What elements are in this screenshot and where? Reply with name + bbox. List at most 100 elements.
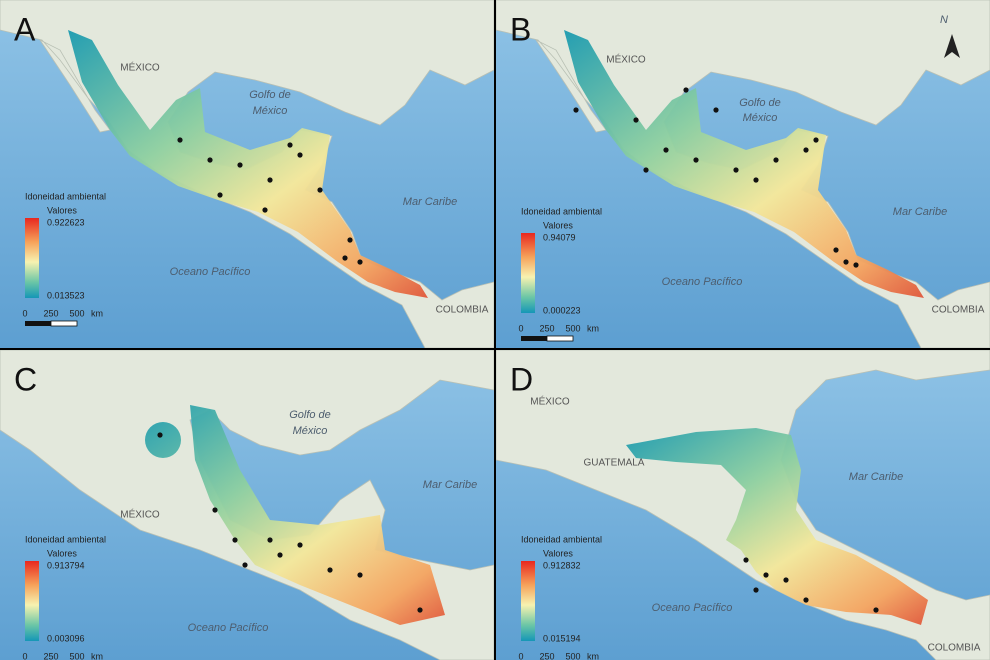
occurrence-point	[357, 572, 363, 578]
occurrence-point	[783, 577, 789, 583]
legend-subtitle: Valores	[47, 548, 77, 558]
legend-min: 0.013523	[47, 290, 85, 300]
occurrence-point	[713, 107, 719, 113]
occurrence-point	[177, 137, 183, 143]
scale-label: 0	[22, 651, 27, 660]
place-label: COLOMBIA	[436, 305, 489, 316]
occurrence-point	[262, 207, 268, 213]
panel-label: B	[510, 11, 531, 47]
occurrence-point	[217, 192, 223, 198]
legend-colorbar	[521, 233, 535, 313]
scale-bar	[521, 336, 547, 341]
scale-label: 250	[43, 651, 58, 660]
place-label: Oceano Pacífico	[652, 602, 733, 614]
occurrence-point	[813, 137, 819, 143]
occurrence-point	[803, 147, 809, 153]
legend-max: 0.912832	[543, 560, 581, 570]
occurrence-point	[833, 247, 839, 253]
occurrence-point	[237, 162, 243, 168]
occurrence-point	[693, 157, 699, 163]
scale-label: 250	[539, 323, 554, 333]
suitability-area	[564, 30, 924, 298]
scale-label: km	[91, 651, 103, 660]
scale-label: 500	[565, 651, 580, 660]
legend-colorbar	[521, 561, 535, 641]
legend-title: Idoneidad ambiental	[25, 534, 106, 544]
scale-label: 500	[565, 323, 580, 333]
map-panel: B N MÉXICO Golfo de México Mar Caribe Oceano P…	[496, 0, 990, 348]
suitability-area	[626, 428, 928, 625]
suitability-area	[68, 30, 428, 298]
place-label: Golfo de	[739, 97, 781, 109]
occurrence-point	[743, 557, 749, 563]
place-label: Golfo de	[249, 89, 291, 101]
legend-subtitle: Valores	[543, 548, 573, 558]
legend-colorbar	[25, 561, 39, 641]
panel-label: D	[510, 361, 533, 397]
place-label: MÉXICO	[606, 53, 646, 66]
occurrence-point	[843, 259, 849, 265]
occurrence-point	[232, 537, 238, 543]
place-label: Oceano Pacífico	[170, 266, 251, 278]
place-label: Mar Caribe	[849, 471, 903, 483]
occurrence-point	[733, 167, 739, 173]
legend-subtitle: Valores	[543, 220, 573, 230]
occurrence-point	[753, 587, 759, 593]
scale-label: km	[587, 323, 599, 333]
place-label: Mar Caribe	[403, 196, 457, 208]
scale-label: km	[587, 651, 599, 660]
scale-label: km	[91, 308, 103, 318]
place-label: Mar Caribe	[423, 479, 477, 491]
suitability-area	[145, 405, 445, 625]
legend-max: 0.922623	[47, 217, 85, 227]
scale-label: 250	[539, 651, 554, 660]
occurrence-point	[297, 152, 303, 158]
scale-label: 0	[518, 651, 523, 660]
occurrence-point	[417, 607, 423, 613]
occurrence-point	[242, 562, 248, 568]
occurrence-point	[207, 157, 213, 163]
occurrence-point	[327, 567, 333, 573]
occurrence-point	[573, 107, 579, 113]
occurrence-point	[633, 117, 639, 123]
scale-label: 250	[43, 308, 58, 318]
legend-min: 0.015194	[543, 633, 581, 643]
scale-bar	[50, 320, 78, 327]
place-label: MÉXICO	[120, 61, 160, 74]
scale-label: 500	[69, 651, 84, 660]
legend-max: 0.913794	[47, 560, 85, 570]
place-label: Oceano Pacífico	[188, 622, 269, 634]
place-label: MÉXICO	[530, 395, 570, 408]
place-label: Golfo de	[289, 409, 331, 421]
occurrence-point	[212, 507, 218, 513]
scale-bar	[546, 335, 574, 342]
occurrence-point	[277, 552, 283, 558]
occurrence-point	[753, 177, 759, 183]
place-label: México	[293, 425, 328, 437]
occurrence-point	[267, 537, 273, 543]
legend-min: 0.000223	[543, 305, 581, 315]
occurrence-point	[342, 255, 348, 261]
legend-title: Idoneidad ambiental	[521, 206, 602, 216]
occurrence-point	[773, 157, 779, 163]
legend-max: 0.94079	[543, 232, 576, 242]
place-label: GUATEMALA	[584, 458, 645, 469]
occurrence-point	[683, 87, 689, 93]
occurrence-point	[763, 572, 769, 578]
place-label: COLOMBIA	[928, 643, 981, 654]
place-label: México	[743, 112, 778, 124]
occurrence-point	[663, 147, 669, 153]
occurrence-point	[853, 262, 859, 268]
legend-subtitle: Valores	[47, 205, 77, 215]
panel-label: A	[14, 11, 36, 47]
scale-label: 0	[518, 323, 523, 333]
place-label: MÉXICO	[120, 508, 160, 521]
occurrence-point	[317, 187, 323, 193]
map-panel: C Golfo de México MÉXICO Mar Caribe Oceano Pa…	[0, 350, 494, 660]
occurrence-point	[267, 177, 273, 183]
occurrence-point	[157, 432, 163, 438]
panel-label: C	[14, 361, 37, 397]
scale-bar	[25, 321, 51, 326]
